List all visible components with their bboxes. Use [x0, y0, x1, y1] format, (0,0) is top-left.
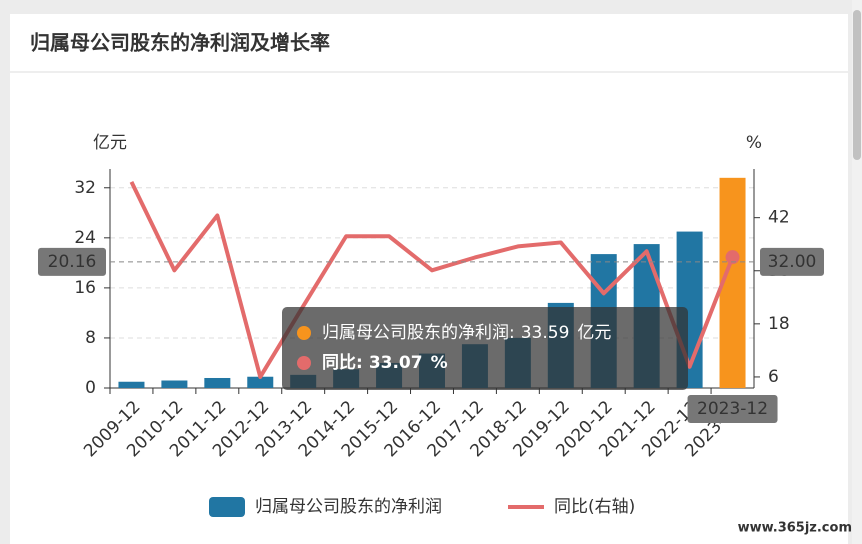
tooltip-text: 亿元 — [577, 323, 611, 343]
tooltip-text: % — [431, 353, 448, 373]
y-tick-label: 8 — [85, 328, 96, 348]
y-tick-label: 0 — [85, 378, 96, 398]
y2-axis-label: % — [746, 133, 762, 153]
tooltip-text: 归属母公司股东的净利润: — [322, 323, 515, 343]
tooltip-text: 同比: — [322, 352, 363, 373]
y-tick-label: 24 — [74, 228, 96, 248]
tooltip-text: 33.07 — [369, 353, 423, 373]
y-tick-label: 16 — [74, 278, 96, 298]
tooltip-dot — [297, 326, 311, 340]
bar — [118, 381, 145, 388]
pointer-label: 20.16 — [48, 252, 97, 272]
pointer-label-box — [687, 395, 778, 423]
pointer-label: 2023-12 — [697, 399, 768, 419]
scrollbar — [852, 0, 862, 544]
pointer-label-box — [760, 247, 824, 276]
y2-tick-label: 18 — [768, 314, 790, 334]
watermark: www.365jz.com — [738, 521, 852, 536]
legend-label: 同比(右轴) — [554, 497, 635, 517]
tooltip-row: 归属母公司股东的净利润: 33.59 亿元 — [322, 323, 611, 343]
pointer-label: 32.00 — [768, 252, 817, 272]
hover-point — [725, 250, 740, 265]
tooltip — [282, 307, 688, 390]
bar — [161, 380, 188, 388]
y2-tick-label: 6 — [768, 367, 779, 387]
y-axis-label: 亿元 — [93, 133, 127, 153]
chart-title: 归属母公司股东的净利润及增长率 — [30, 31, 330, 55]
pointer-label-box — [38, 247, 106, 276]
tooltip-row: 同比: 33.07% — [322, 352, 448, 373]
tooltip-dot — [297, 356, 311, 370]
y-tick-label: 32 — [74, 178, 96, 198]
y2-tick-label: 42 — [768, 208, 790, 228]
bar — [204, 377, 231, 388]
legend-swatch — [209, 497, 245, 517]
line — [129, 180, 735, 379]
legend-label: 归属母公司股东的净利润 — [255, 497, 442, 517]
tooltip-text: 33.59 — [521, 323, 570, 343]
bar — [247, 376, 274, 388]
scroll-thumb[interactable] — [853, 10, 861, 160]
card — [10, 14, 848, 544]
